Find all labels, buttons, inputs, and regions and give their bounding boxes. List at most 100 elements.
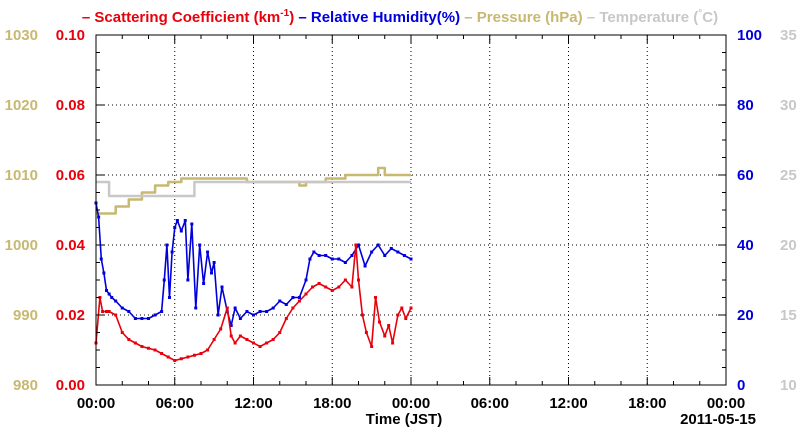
- scattering-coefficient-point: [173, 359, 177, 362]
- relative-humidity-point: [402, 254, 406, 257]
- x-axis-title: Time (JST): [366, 411, 442, 428]
- relative-humidity-point: [202, 282, 206, 285]
- scattering-coefficient-point: [212, 338, 216, 341]
- scattering-coefficient-point: [147, 346, 150, 350]
- scattering-coefficient-point: [370, 345, 374, 348]
- relative-humidity-point: [324, 254, 328, 257]
- humidity-axis-tick-label: 0: [737, 377, 745, 394]
- humidity-axis-tick-label: 100: [737, 27, 762, 44]
- temperature-axis-tick-label: 35: [780, 27, 797, 44]
- scattering-coefficient-point: [225, 306, 229, 310]
- temperature-axis-tick-label: 30: [780, 97, 797, 114]
- legend-marker: –: [82, 9, 95, 26]
- scattering-coefficient-point: [127, 338, 131, 341]
- pressure-axis-tick-label: 1010: [5, 167, 38, 184]
- scattering-coefficient-point: [278, 331, 282, 334]
- scattering-coefficient-point: [120, 331, 124, 334]
- scattering-coefficient-point: [140, 345, 144, 348]
- relative-humidity-point: [210, 271, 213, 275]
- relative-humidity-point: [105, 289, 108, 292]
- relative-humidity-point: [99, 257, 103, 261]
- temperature-axis-tick-label: 25: [780, 167, 797, 184]
- relative-humidity-point: [278, 299, 282, 303]
- pressure-axis-tick-label: 990: [13, 307, 38, 324]
- relative-humidity-point: [198, 243, 202, 247]
- scattering-coefficient-point: [337, 285, 341, 289]
- relative-humidity-point: [127, 310, 131, 313]
- scattering-coefficient-point: [396, 313, 400, 317]
- scattering-coefficient-point: [238, 334, 242, 338]
- plot-series: [94, 166, 413, 362]
- legend-label: Pressure (hPa): [477, 9, 583, 26]
- relative-humidity-point: [265, 310, 269, 313]
- legend-label: Relative Humidity(%): [311, 9, 460, 26]
- legend-marker: –: [460, 9, 477, 26]
- scattering-coefficient-point: [101, 310, 105, 313]
- scattering-coefficient-point: [350, 285, 354, 289]
- scattering-coefficient-point: [311, 285, 315, 289]
- relative-humidity-point: [175, 219, 179, 222]
- pressure-axis-tick-label: 1020: [5, 97, 38, 114]
- legend-marker: –: [583, 9, 600, 26]
- x-tick-label: 00:00: [77, 395, 115, 412]
- scattering-axis-tick-label: 0.00: [56, 377, 85, 394]
- relative-humidity-point: [376, 243, 380, 247]
- relative-humidity-point: [120, 306, 124, 310]
- relative-humidity-point: [190, 222, 194, 226]
- relative-humidity-point: [179, 229, 183, 233]
- relative-humidity-point: [212, 261, 216, 264]
- relative-humidity-point: [308, 257, 312, 261]
- relative-humidity-point: [186, 278, 190, 282]
- scattering-coefficient-point: [219, 327, 223, 331]
- relative-humidity-point: [114, 299, 118, 303]
- legend-line: – Scattering Coefficient (km-1) – Relati…: [82, 8, 718, 26]
- scattering-axis-tick-label: 0.10: [56, 27, 85, 44]
- relative-humidity-point: [206, 250, 210, 254]
- scattering-coefficient-point: [153, 348, 157, 352]
- scattering-coefficient-point: [192, 353, 196, 357]
- scattering-coefficient-point: [107, 310, 111, 313]
- relative-humidity-point: [133, 317, 137, 320]
- relative-humidity-point: [107, 292, 111, 296]
- relative-humidity-point: [304, 278, 308, 282]
- scattering-coefficient-point: [252, 341, 255, 345]
- relative-humidity-point: [168, 296, 171, 299]
- scattering-coefficient-point: [400, 306, 404, 310]
- temperature-axis-tick-label: 15: [780, 307, 797, 324]
- relative-humidity-point: [258, 310, 262, 313]
- relative-humidity-point: [317, 254, 321, 257]
- scattering-coefficient-point: [271, 338, 275, 341]
- scattering-coefficient-point: [343, 278, 347, 282]
- relative-humidity-point: [194, 306, 198, 310]
- scattering-coefficient-point: [233, 341, 237, 345]
- x-tick-label: 12:00: [549, 395, 587, 412]
- pressure-axis-tick-label: 980: [13, 377, 38, 394]
- relative-humidity-point: [160, 310, 164, 313]
- x-tick-label: 00:00: [392, 395, 430, 412]
- axis-labels: 00:00 06:00 12:00 18:00 00:00 06:00 12:00 18:00…: [5, 27, 797, 412]
- scattering-coefficient-point: [374, 296, 378, 299]
- relative-humidity-point: [140, 317, 144, 320]
- scattering-coefficient-point: [206, 348, 210, 352]
- temperature-axis-tick-label: 20: [780, 237, 797, 254]
- pressure-axis-tick-label: 1030: [5, 27, 38, 44]
- x-tick-label: 18:00: [313, 395, 351, 412]
- relative-humidity-point: [396, 250, 400, 254]
- scattering-coefficient-point: [284, 317, 288, 320]
- relative-humidity-point: [173, 226, 177, 229]
- x-tick-label: 00:00: [707, 395, 745, 412]
- relative-humidity-point: [233, 306, 237, 310]
- relative-humidity-point: [297, 296, 301, 299]
- x-tick-label: 06:00: [156, 395, 194, 412]
- scattering-coefficient-point: [245, 338, 249, 341]
- humidity-axis-tick-label: 80: [737, 97, 754, 114]
- legend-suffix: ): [289, 9, 294, 26]
- date-label: 2011-05-15: [680, 411, 756, 428]
- relative-humidity-point: [350, 254, 354, 257]
- scattering-axis-tick-label: 0.08: [56, 97, 85, 114]
- relative-humidity-point: [110, 296, 114, 299]
- scattering-coefficient-point: [317, 282, 321, 285]
- ticks: [95, 34, 727, 386]
